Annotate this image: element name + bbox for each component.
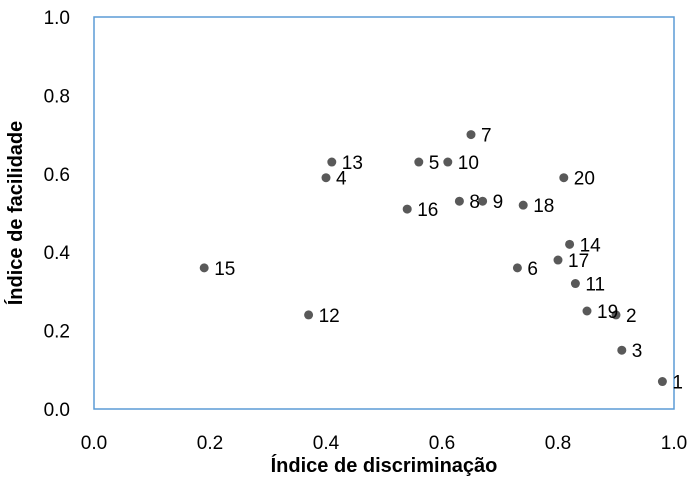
y-tick-label: 0.4 [44,243,71,264]
x-tick-label: 0.4 [313,433,340,454]
y-tick-label: 0.0 [44,400,70,421]
data-point-label: 20 [574,169,595,190]
data-point-label: 12 [319,306,340,327]
x-tick-labels: 0.0 0.2 0.4 0.6 0.8 1.0 [81,433,687,454]
data-point [466,130,476,140]
data-point-label: 15 [214,259,235,280]
data-point [414,157,424,167]
x-tick-label: 0.8 [545,433,571,454]
data-point-label: 4 [336,169,347,190]
data-point-label: 11 [585,275,605,296]
data-point-label: 19 [597,302,618,323]
data-point-label: 7 [481,126,492,147]
data-point-label: 9 [493,192,504,213]
data-points [199,130,667,387]
data-point [454,196,464,206]
data-point-label: 6 [527,259,538,280]
data-point [199,263,209,273]
x-tick-label: 0.2 [197,433,223,454]
data-point [570,279,580,289]
y-axis-title: Índice de facilidade [4,121,27,306]
data-point [304,310,314,320]
x-tick-label: 0.6 [429,433,455,454]
y-tick-labels: 0.0 0.2 0.4 0.6 0.8 1.0 [44,8,71,421]
data-point [478,196,488,206]
data-point [611,310,621,320]
data-point [327,157,337,167]
y-tick-label: 0.2 [44,322,70,343]
data-point-label: 2 [626,306,637,327]
data-point-label: 10 [458,153,479,174]
data-point-label: 16 [417,200,438,221]
data-point [321,173,331,183]
data-point [657,377,667,387]
plot-frame [93,16,675,410]
data-point-label: 1 [672,373,683,394]
data-point-label: 5 [429,153,440,174]
data-point [553,255,563,265]
x-tick-label: 1.0 [661,433,687,454]
x-axis-title: Índice de discriminação [271,454,498,477]
data-point-label: 3 [632,341,643,362]
y-tick-label: 0.6 [44,165,70,186]
data-point [617,345,627,355]
data-point [565,239,575,249]
data-point-label: 14 [580,235,602,256]
data-point-label: 13 [342,153,363,174]
data-point [559,173,569,183]
data-point-label: 18 [533,196,554,217]
y-tick-label: 0.8 [44,86,70,107]
data-point-label: 17 [568,251,589,272]
y-tick-label: 1.0 [44,8,70,29]
data-point-label: 8 [469,192,480,213]
x-tick-label: 0.0 [81,433,107,454]
data-point [402,204,412,214]
data-point [443,157,453,167]
data-point [518,200,528,210]
data-point [582,306,592,316]
data-point [512,263,522,273]
